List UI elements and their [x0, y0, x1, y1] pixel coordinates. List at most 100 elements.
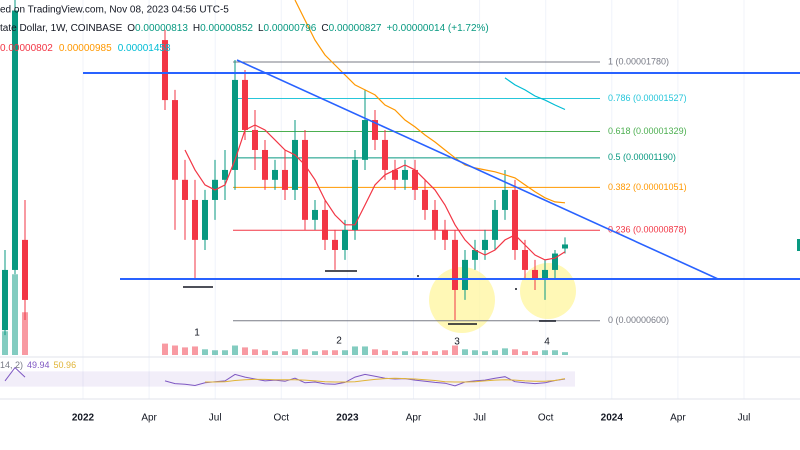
volume-bar: [342, 350, 348, 355]
volume-bar: [402, 351, 408, 355]
x-tick-label: 2024: [601, 413, 624, 424]
candle-body: [472, 249, 478, 260]
volume-bar: [162, 343, 168, 355]
ohlc-value: 0.00000813: [135, 23, 188, 34]
volume-bar: [262, 350, 268, 355]
volume-bar: [172, 345, 178, 355]
x-tick-label: Oct: [274, 413, 290, 424]
candle-body: [2, 269, 8, 331]
fib-label: 1 (0.00001780): [608, 56, 669, 66]
fib-label: 0.236 (0.00000878): [608, 225, 687, 235]
candle-body: [522, 249, 528, 270]
x-tick-label: Jul: [738, 413, 751, 424]
volume-bar: [322, 350, 328, 355]
volume-bar: [372, 349, 378, 355]
rsi-line: [4, 366, 566, 387]
volume-bar: [352, 346, 358, 355]
candle-body: [452, 239, 458, 290]
price-pane: [2, 0, 568, 355]
volume-bar: [222, 350, 228, 355]
fib-label: 0.5 (0.00001190): [608, 152, 676, 162]
volume-bar: [182, 347, 188, 355]
volume-bar: [392, 351, 398, 355]
ohlc-key: H: [193, 23, 200, 34]
indicator-value: 0.00001458: [118, 43, 171, 54]
volume-bar: [472, 350, 478, 355]
volume-bar: [512, 349, 518, 355]
volume-bar: [552, 350, 558, 355]
rsi-ma-line: [205, 377, 566, 383]
volume-bar: [22, 312, 28, 355]
indicator-line: 0.00000802 0.00000985 0.00001458: [0, 43, 171, 54]
x-tick-label: 2022: [72, 413, 95, 424]
rsi-pane: 14, 2) 49.94 50.96: [0, 360, 566, 387]
candle-body: [532, 269, 538, 280]
fib-label: 0.786 (0.00001527): [608, 93, 687, 103]
candle-body: [552, 253, 558, 270]
candle-body: [242, 79, 248, 130]
candle-body: [162, 40, 168, 101]
volume-bar: [292, 349, 298, 355]
candle-body: [352, 159, 358, 230]
candle-body: [482, 239, 488, 250]
highlight-circle: [429, 267, 495, 333]
volume-bar: [412, 351, 418, 355]
x-tick-label: Apr: [670, 413, 686, 424]
ohlc-value: 0.00000827: [329, 23, 382, 34]
rsi-params: 14, 2): [0, 360, 23, 370]
header: ed on TradingView.com, Nov 08, 2023 04:5…: [0, 5, 489, 54]
candle-body: [372, 120, 378, 140]
volume-bar: [522, 351, 528, 355]
annotation: 4: [544, 337, 550, 348]
indicator-value: 0.00000802: [0, 43, 53, 54]
volume-bar: [502, 348, 508, 355]
x-tick-label: Apr: [406, 413, 422, 424]
price-tag: [797, 239, 800, 251]
candle-body: [312, 209, 318, 220]
volume-bar: [302, 349, 308, 355]
candle-body: [252, 129, 258, 150]
ohlc-value: 0.00000852: [200, 23, 253, 34]
volume-bar: [282, 351, 288, 355]
volume-bar: [12, 274, 18, 355]
x-tick-label: Jul: [209, 413, 222, 424]
volume-bar: [232, 345, 238, 355]
candle-body: [322, 209, 328, 240]
rsi-ma-value: 50.96: [54, 360, 77, 370]
candle-body: [402, 169, 408, 180]
candle-body: [332, 239, 338, 250]
ohlc-value: 0.00000796: [264, 23, 317, 34]
volume-bar: [462, 349, 468, 355]
volume-bar: [212, 350, 218, 355]
candle-body: [292, 139, 298, 190]
candle-body: [192, 199, 198, 240]
volume-bar: [422, 351, 428, 355]
candle-body: [282, 169, 288, 190]
candle-body: [542, 269, 548, 280]
annotation: 2: [336, 336, 342, 347]
low-markers: [183, 270, 556, 325]
candle-body: [392, 169, 398, 180]
ohlc-key: O: [127, 23, 135, 34]
moving-average: [504, 77, 566, 111]
candle-body: [172, 100, 178, 180]
volume-bar: [532, 351, 538, 355]
candle-body: [362, 120, 368, 160]
fib-label: 0 (0.00000600): [608, 315, 669, 325]
rsi-legend: 14, 2) 49.94 50.96: [0, 360, 76, 370]
volume-bar: [242, 347, 248, 355]
moving-average: [184, 124, 566, 261]
candle-body: [22, 239, 28, 300]
volume-bar: [432, 351, 438, 355]
volume-bar: [2, 331, 8, 355]
symbol-line: tate Dollar, 1W, COINBASE O0.00000813 H0.0…: [0, 23, 489, 34]
candle-body: [342, 229, 348, 250]
trend-line: [236, 59, 719, 280]
candle-body: [432, 209, 438, 230]
volume-bar: [332, 350, 338, 355]
x-tick-label: Apr: [141, 413, 157, 424]
candle-body: [492, 209, 498, 240]
